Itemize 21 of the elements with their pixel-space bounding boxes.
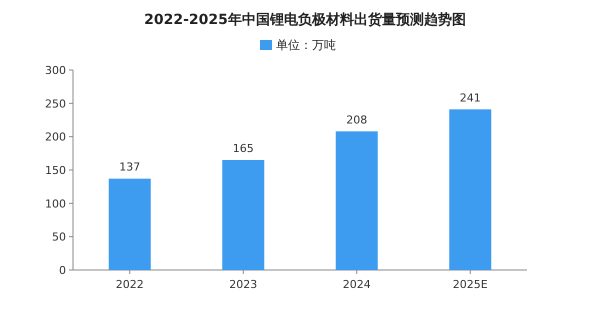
y-tick-label: 50 [52,230,66,244]
bar [222,160,264,270]
y-tick-label: 100 [45,197,66,210]
y-tick-label: 250 [45,97,66,110]
y-tick-label: 300 [45,64,66,77]
legend-label: 单位：万吨 [276,38,336,52]
bar [336,131,378,270]
bar [108,178,151,270]
data-label: 241 [460,91,481,104]
bar [449,109,492,270]
data-label: 208 [346,113,368,126]
y-tick-label: 200 [45,130,66,144]
y-tick-label: 0 [59,264,66,277]
chart-title: 2022-2025年中国锂电负极材料出货量预测趋势图 [144,12,466,28]
data-label: 165 [232,142,254,155]
x-tick-label: 2023 [229,278,258,291]
x-tick-label: 2022 [116,278,144,291]
x-tick-label: 2024 [342,278,371,291]
x-tick-label: 2025E [452,278,488,291]
y-tick-label: 150 [45,164,66,177]
data-label: 137 [119,160,140,174]
